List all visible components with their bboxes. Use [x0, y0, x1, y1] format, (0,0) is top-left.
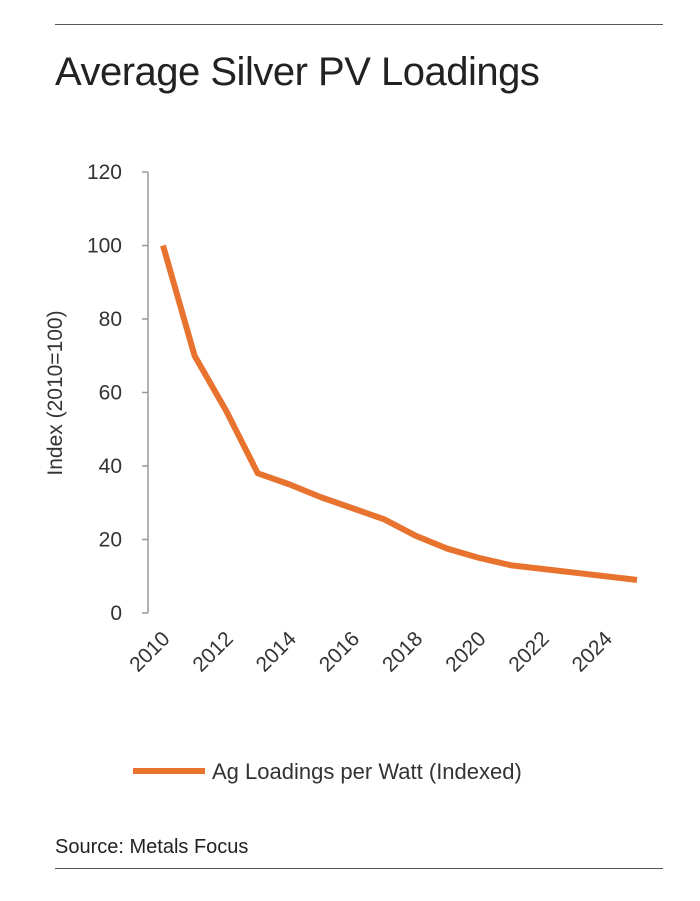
bottom-rule: [55, 868, 663, 869]
y-tick-label: 40: [99, 455, 122, 478]
x-tick-label: 2024: [568, 627, 618, 677]
source-note: Source: Metals Focus: [55, 836, 249, 858]
chart-title: Average Silver PV Loadings: [55, 50, 540, 94]
x-tick-label: 2010: [125, 627, 174, 676]
y-tick-label: 60: [99, 382, 122, 405]
x-tick-label: 2014: [252, 627, 302, 677]
y-tick-label: 80: [99, 308, 122, 331]
x-tick-label: 2020: [441, 627, 490, 676]
y-tick-label: 100: [87, 235, 122, 258]
top-rule: [55, 24, 663, 25]
x-tick-label: 2012: [188, 627, 237, 676]
series-line: [160, 244, 638, 583]
y-tick-label: 120: [87, 161, 122, 184]
x-tick-label: 2022: [504, 627, 553, 676]
x-tick-label: 2018: [378, 627, 427, 676]
y-tick-label: 20: [99, 529, 122, 552]
y-tick-label: 0: [110, 602, 122, 625]
x-tick-label: 2016: [315, 627, 364, 676]
legend-label: Ag Loadings per Watt (Indexed): [212, 759, 522, 784]
y-axis-label: Index (2010=100): [44, 310, 67, 475]
